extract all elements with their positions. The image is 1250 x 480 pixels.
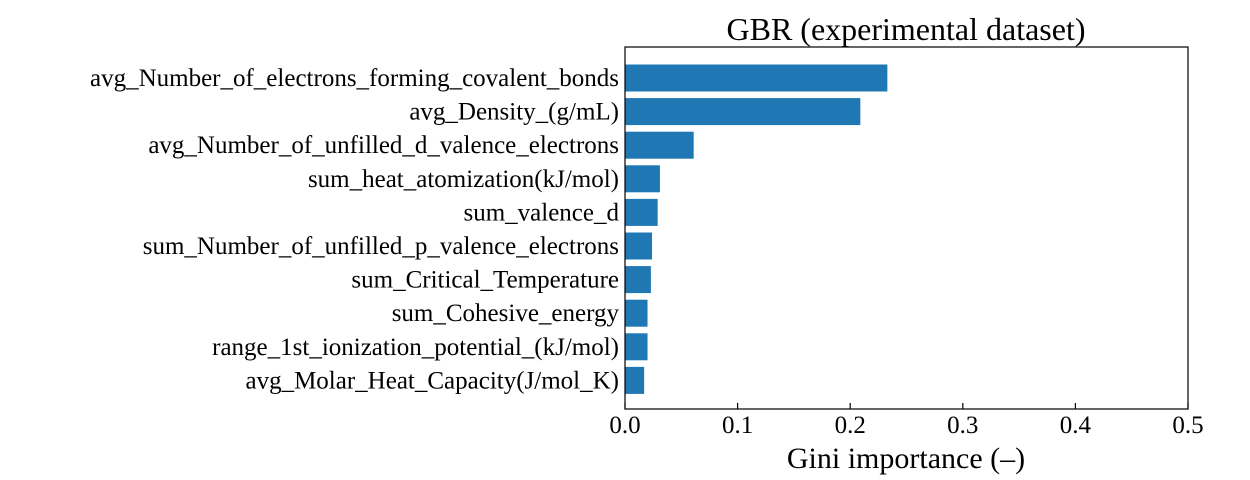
y-tick-label-2: avg_Number_of_unfilled_d_valence_electro… [148,132,619,159]
bar-5 [625,232,653,260]
x-tick-label-1: 0.1 [722,412,753,439]
y-tick-label-1: avg_Density_(g/mL) [409,99,619,126]
y-tick-label-3: sum_heat_atomization(kJ/mol) [308,166,619,193]
y-tick-label-5: sum_Number_of_unfilled_p_valence_electro… [143,233,619,260]
y-tick-label-7: sum_Cohesive_energy [392,300,620,327]
plot-frame [624,46,1189,410]
x-axis-label: Gini importance (–) [787,442,1025,475]
bar-8 [625,333,648,361]
x-axis-ticks: 0.0 0.1 0.2 0.3 0.4 0.5 [609,403,1204,439]
x-tick-label-3: 0.3 [947,412,978,439]
y-tick-label-0: avg_Number_of_electrons_forming_covalent… [90,65,619,92]
x-tick-label-4: 0.4 [1060,412,1092,439]
x-tick-label-5: 0.5 [1172,412,1203,439]
y-tick-label-8: range_1st_ionization_potential_(kJ/mol) [212,334,619,361]
bar-7 [625,299,648,327]
bars [625,64,888,394]
bar-9 [625,366,645,394]
y-tick-label-9: avg_Molar_Heat_Capacity(J/mol_K) [245,367,619,394]
bar-2 [625,131,694,159]
bar-6 [625,266,651,294]
bar-0 [625,64,888,92]
bar-1 [625,98,861,126]
y-tick-label-4: sum_valence_d [463,199,619,226]
y-tick-labels: avg_Number_of_electrons_forming_covalent… [90,65,620,394]
bar-4 [625,198,658,226]
chart-title: GBR (experimental dataset) [727,11,1086,47]
y-tick-label-6: sum_Critical_Temperature [351,267,619,294]
bar-3 [625,165,660,193]
x-tick-label-2: 0.2 [835,412,866,439]
x-tick-label-0: 0.0 [609,412,640,439]
